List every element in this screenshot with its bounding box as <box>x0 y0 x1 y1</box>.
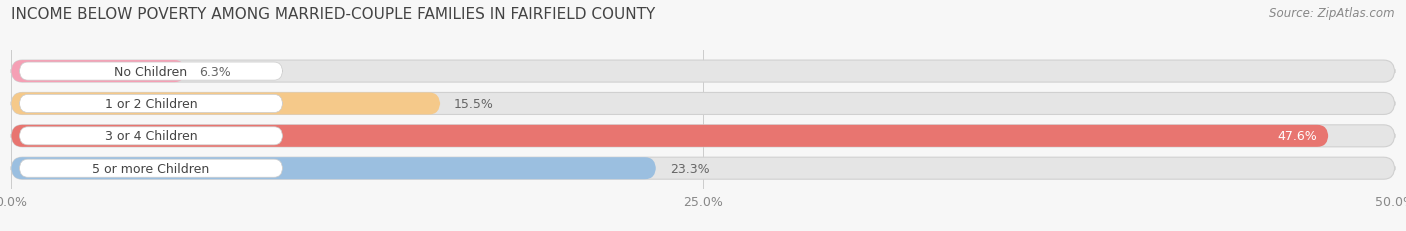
Text: INCOME BELOW POVERTY AMONG MARRIED-COUPLE FAMILIES IN FAIRFIELD COUNTY: INCOME BELOW POVERTY AMONG MARRIED-COUPL… <box>11 7 655 22</box>
Text: 6.3%: 6.3% <box>200 65 231 78</box>
FancyBboxPatch shape <box>11 93 1395 115</box>
FancyBboxPatch shape <box>11 158 1395 179</box>
FancyBboxPatch shape <box>11 125 1395 147</box>
Text: 3 or 4 Children: 3 or 4 Children <box>104 130 197 143</box>
Text: 47.6%: 47.6% <box>1278 130 1317 143</box>
FancyBboxPatch shape <box>11 93 440 115</box>
Text: 23.3%: 23.3% <box>669 162 710 175</box>
FancyBboxPatch shape <box>11 61 186 83</box>
FancyBboxPatch shape <box>11 125 1329 147</box>
Text: Source: ZipAtlas.com: Source: ZipAtlas.com <box>1270 7 1395 20</box>
FancyBboxPatch shape <box>11 61 1395 83</box>
Text: 5 or more Children: 5 or more Children <box>93 162 209 175</box>
FancyBboxPatch shape <box>11 158 657 179</box>
Text: No Children: No Children <box>114 65 187 78</box>
FancyBboxPatch shape <box>20 127 283 145</box>
FancyBboxPatch shape <box>20 159 283 177</box>
Text: 1 or 2 Children: 1 or 2 Children <box>104 97 197 110</box>
FancyBboxPatch shape <box>20 95 283 113</box>
FancyBboxPatch shape <box>20 63 283 81</box>
Text: 15.5%: 15.5% <box>454 97 494 110</box>
